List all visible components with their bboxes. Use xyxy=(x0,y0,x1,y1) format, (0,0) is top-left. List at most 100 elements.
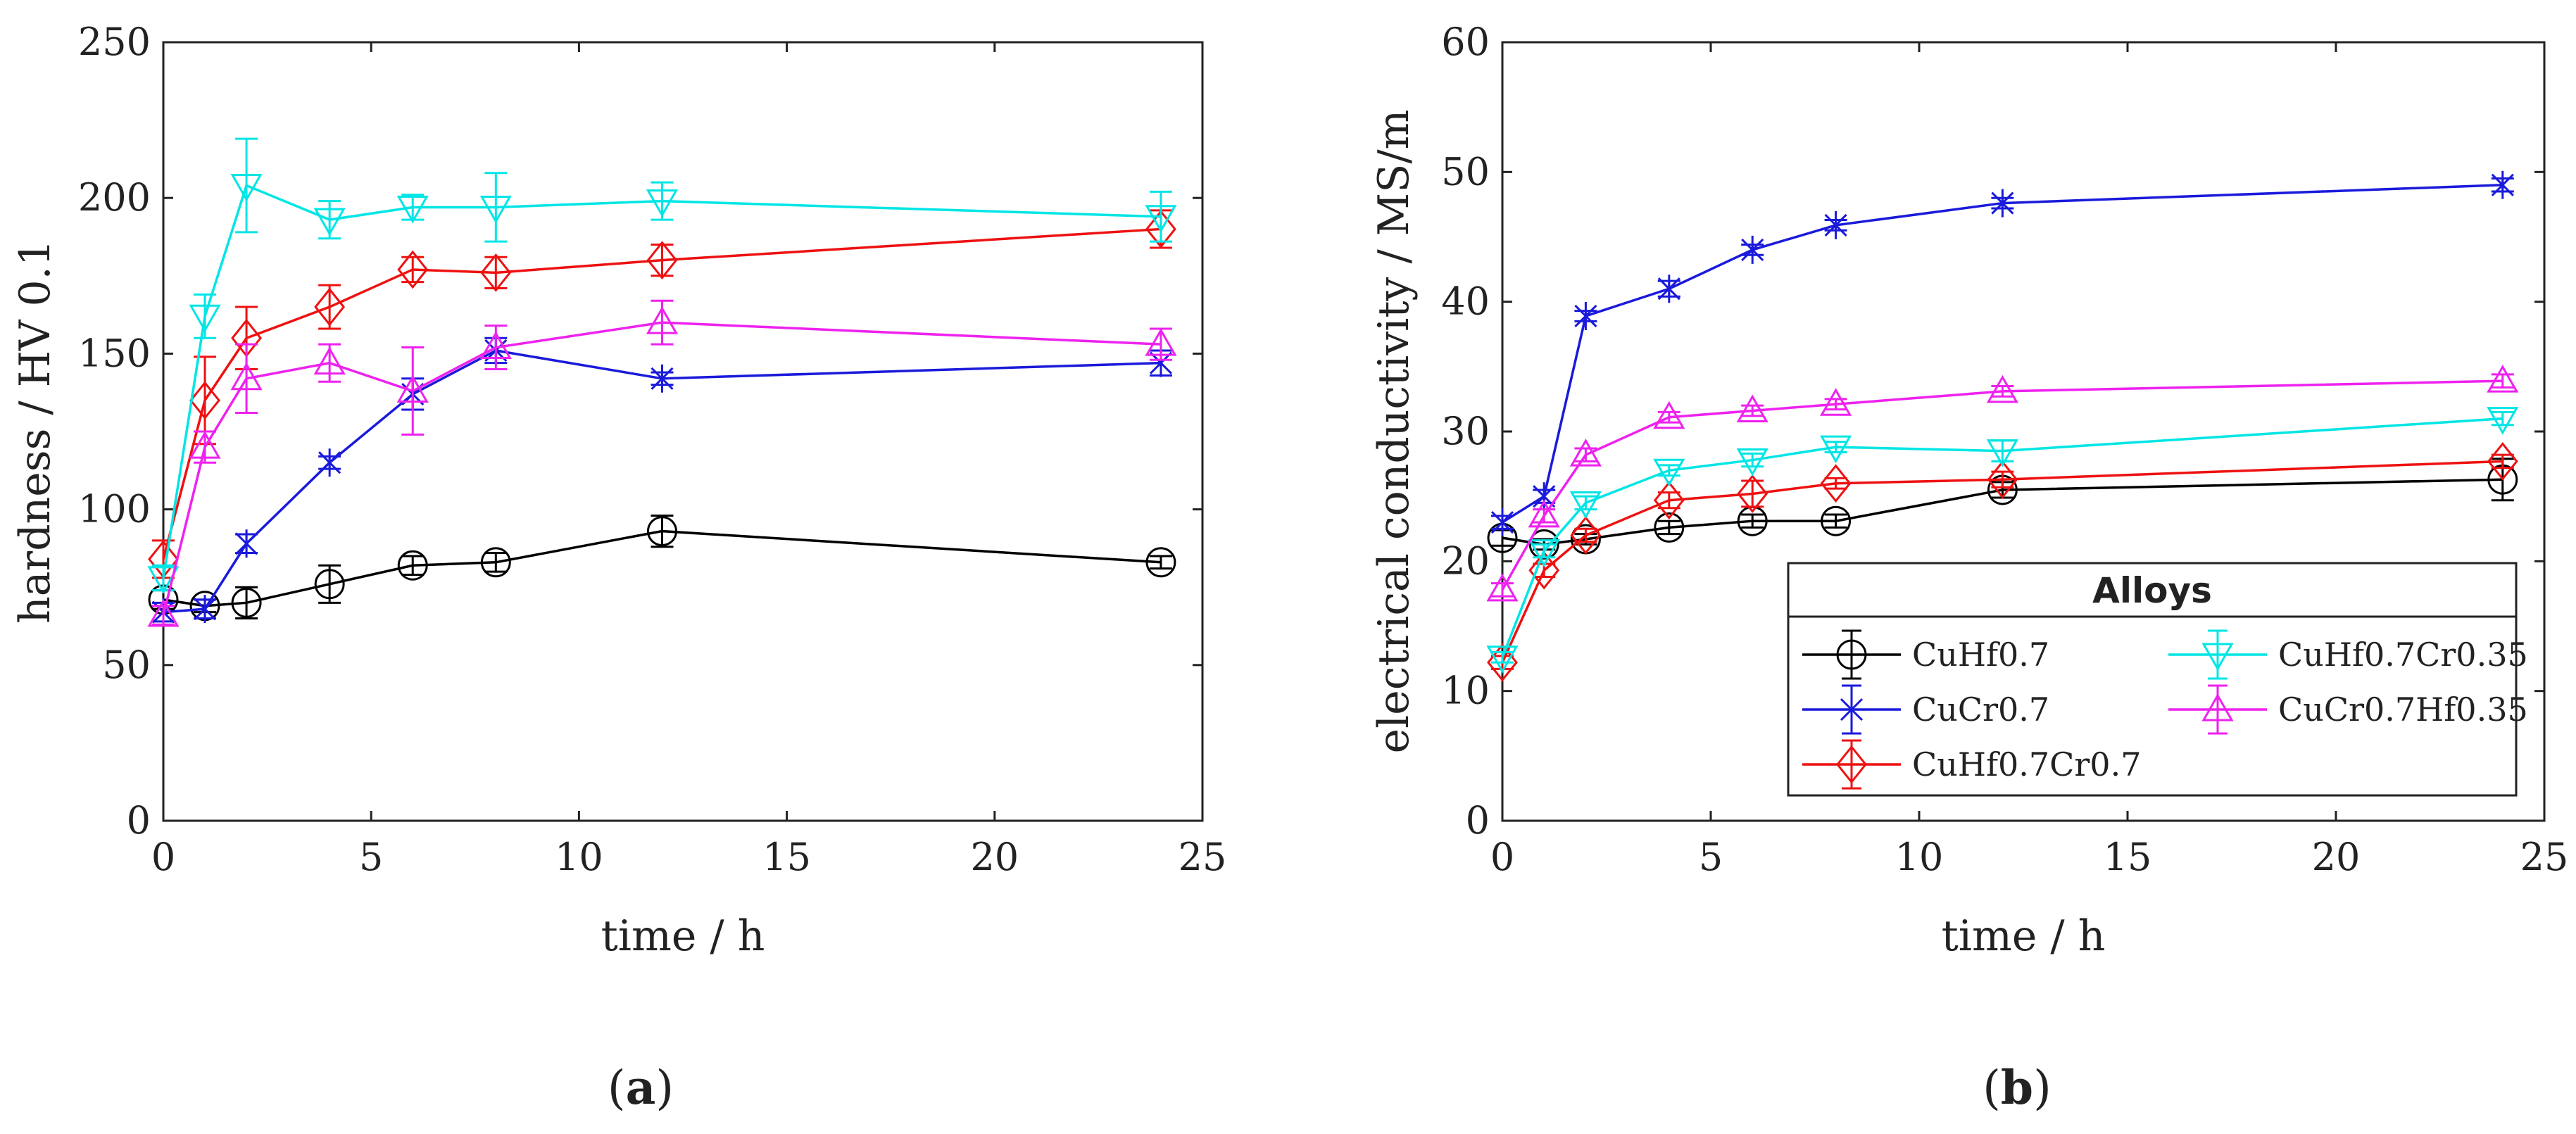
data-point xyxy=(1986,374,2018,403)
legend-box xyxy=(1787,562,2518,797)
x-tick-label: 5 xyxy=(1699,835,1723,879)
y-tick-label: 0 xyxy=(127,798,151,843)
data-point xyxy=(480,547,511,578)
data-point xyxy=(1145,205,1177,233)
series-cucr0-7 xyxy=(151,336,1173,626)
y-tick-label: 100 xyxy=(78,487,151,531)
x-tick-label: 10 xyxy=(555,835,603,879)
error-bar xyxy=(1824,441,1847,453)
panel-b-x-axis-label: time / h xyxy=(1942,912,2106,961)
data-point xyxy=(313,208,346,237)
y-tick-label: 200 xyxy=(78,175,151,220)
legend-label: CuCr0.7Hf0.35 xyxy=(2278,691,2528,729)
error-bar xyxy=(2491,373,2514,389)
panel-a-plot-frame xyxy=(162,41,1204,822)
error-bar xyxy=(1741,404,1764,417)
error-bar xyxy=(318,564,341,604)
data-point xyxy=(1654,512,1685,543)
data-point xyxy=(1486,645,1519,674)
error-bar xyxy=(1741,513,1764,529)
legend-entry-cucr0-7: CuCr0.7 xyxy=(1802,684,2049,735)
y-tick-label: 10 xyxy=(1441,669,1490,713)
data-point xyxy=(2491,170,2514,199)
data-point xyxy=(1987,460,2018,499)
data-point xyxy=(646,306,679,334)
series-cucr0-7hf0-35 xyxy=(1486,365,2519,602)
series-line-cucr0-7 xyxy=(163,349,1162,614)
error-bar xyxy=(1574,447,1597,462)
data-point xyxy=(1653,481,1685,520)
panel-b-legend: Alloys CuHf0.7 CuCr0.7 CuHf0.7Cr0.7 CuHf0.7C… xyxy=(1787,562,2528,797)
data-point xyxy=(230,174,263,202)
legend-marker xyxy=(1840,695,1864,724)
data-point xyxy=(1653,401,1685,429)
x-tick-label: 25 xyxy=(1179,835,1227,879)
panel-b-caption: (b) xyxy=(1983,1060,2052,1115)
data-point xyxy=(396,374,429,403)
error-bar xyxy=(2491,410,2514,427)
x-tick-label: 20 xyxy=(2312,835,2361,879)
data-point xyxy=(1657,275,1680,303)
panel-b-y-axis-label: electrical conductivity / MS/m xyxy=(1369,110,1419,754)
error-bar xyxy=(1741,452,1764,468)
legend-title: Alloys xyxy=(2092,570,2212,611)
data-point xyxy=(230,362,263,391)
error-bar xyxy=(235,137,258,234)
data-point xyxy=(2487,365,2519,393)
data-point xyxy=(314,287,346,327)
y-tick-label: 250 xyxy=(78,20,151,64)
data-point xyxy=(189,431,221,459)
legend-label: CuCr0.7 xyxy=(1912,691,2049,729)
legend-label: CuHf0.7 xyxy=(1912,636,2049,674)
error-bar xyxy=(1533,508,1556,524)
data-point xyxy=(396,195,429,224)
error-bar xyxy=(484,552,508,573)
data-point xyxy=(1991,189,2014,218)
data-point xyxy=(1528,550,1560,590)
data-point xyxy=(479,331,512,360)
panel-b-series xyxy=(1486,170,2519,682)
legend-error-bar xyxy=(1842,629,1861,680)
data-point xyxy=(1986,439,2018,467)
panel-a-series xyxy=(147,137,1177,627)
data-point xyxy=(1574,301,1597,330)
data-point xyxy=(1570,516,1602,555)
data-point xyxy=(1824,210,1847,239)
error-bar xyxy=(1574,527,1597,543)
data-point xyxy=(1821,505,1852,536)
panel-b: 0 5 10 15 20 25 0 10 20 30 40 50 60 time / h electri… xyxy=(1369,20,2568,1115)
error-bar xyxy=(1533,543,1556,559)
legend-entry-cuhf0-7cr0-35: CuHf0.7Cr0.35 xyxy=(2168,629,2528,680)
data-point xyxy=(235,529,258,558)
data-point xyxy=(313,346,346,375)
legend-marker xyxy=(1836,745,1867,784)
data-point xyxy=(646,241,678,280)
data-point xyxy=(1486,573,1519,602)
series-line-cucr0-7hf0-35 xyxy=(1501,379,2503,591)
data-point xyxy=(147,566,180,594)
error-bar xyxy=(1149,190,1172,243)
data-point xyxy=(318,448,341,477)
data-point xyxy=(1569,439,1602,467)
data-point xyxy=(1653,458,1685,487)
data-point xyxy=(147,598,180,627)
series-cucr0-7hf0-35 xyxy=(147,299,1177,627)
panel-b-ticks: 0 5 10 15 20 25 0 10 20 30 40 50 60 xyxy=(1441,20,2568,879)
error-bar xyxy=(318,284,341,330)
data-point xyxy=(480,253,512,292)
x-tick-label: 0 xyxy=(1490,835,1514,879)
panel-a-y-axis-label: hardness / HV 0.1 xyxy=(11,239,60,624)
data-point xyxy=(397,550,428,581)
data-point xyxy=(1736,448,1768,477)
y-tick-label: 60 xyxy=(1441,20,1490,64)
error-bar xyxy=(1824,513,1847,529)
data-point xyxy=(397,250,429,289)
data-point xyxy=(193,595,217,624)
data-point xyxy=(646,189,679,218)
data-point xyxy=(189,304,221,333)
error-bar xyxy=(651,244,674,277)
data-point xyxy=(1528,499,1560,528)
